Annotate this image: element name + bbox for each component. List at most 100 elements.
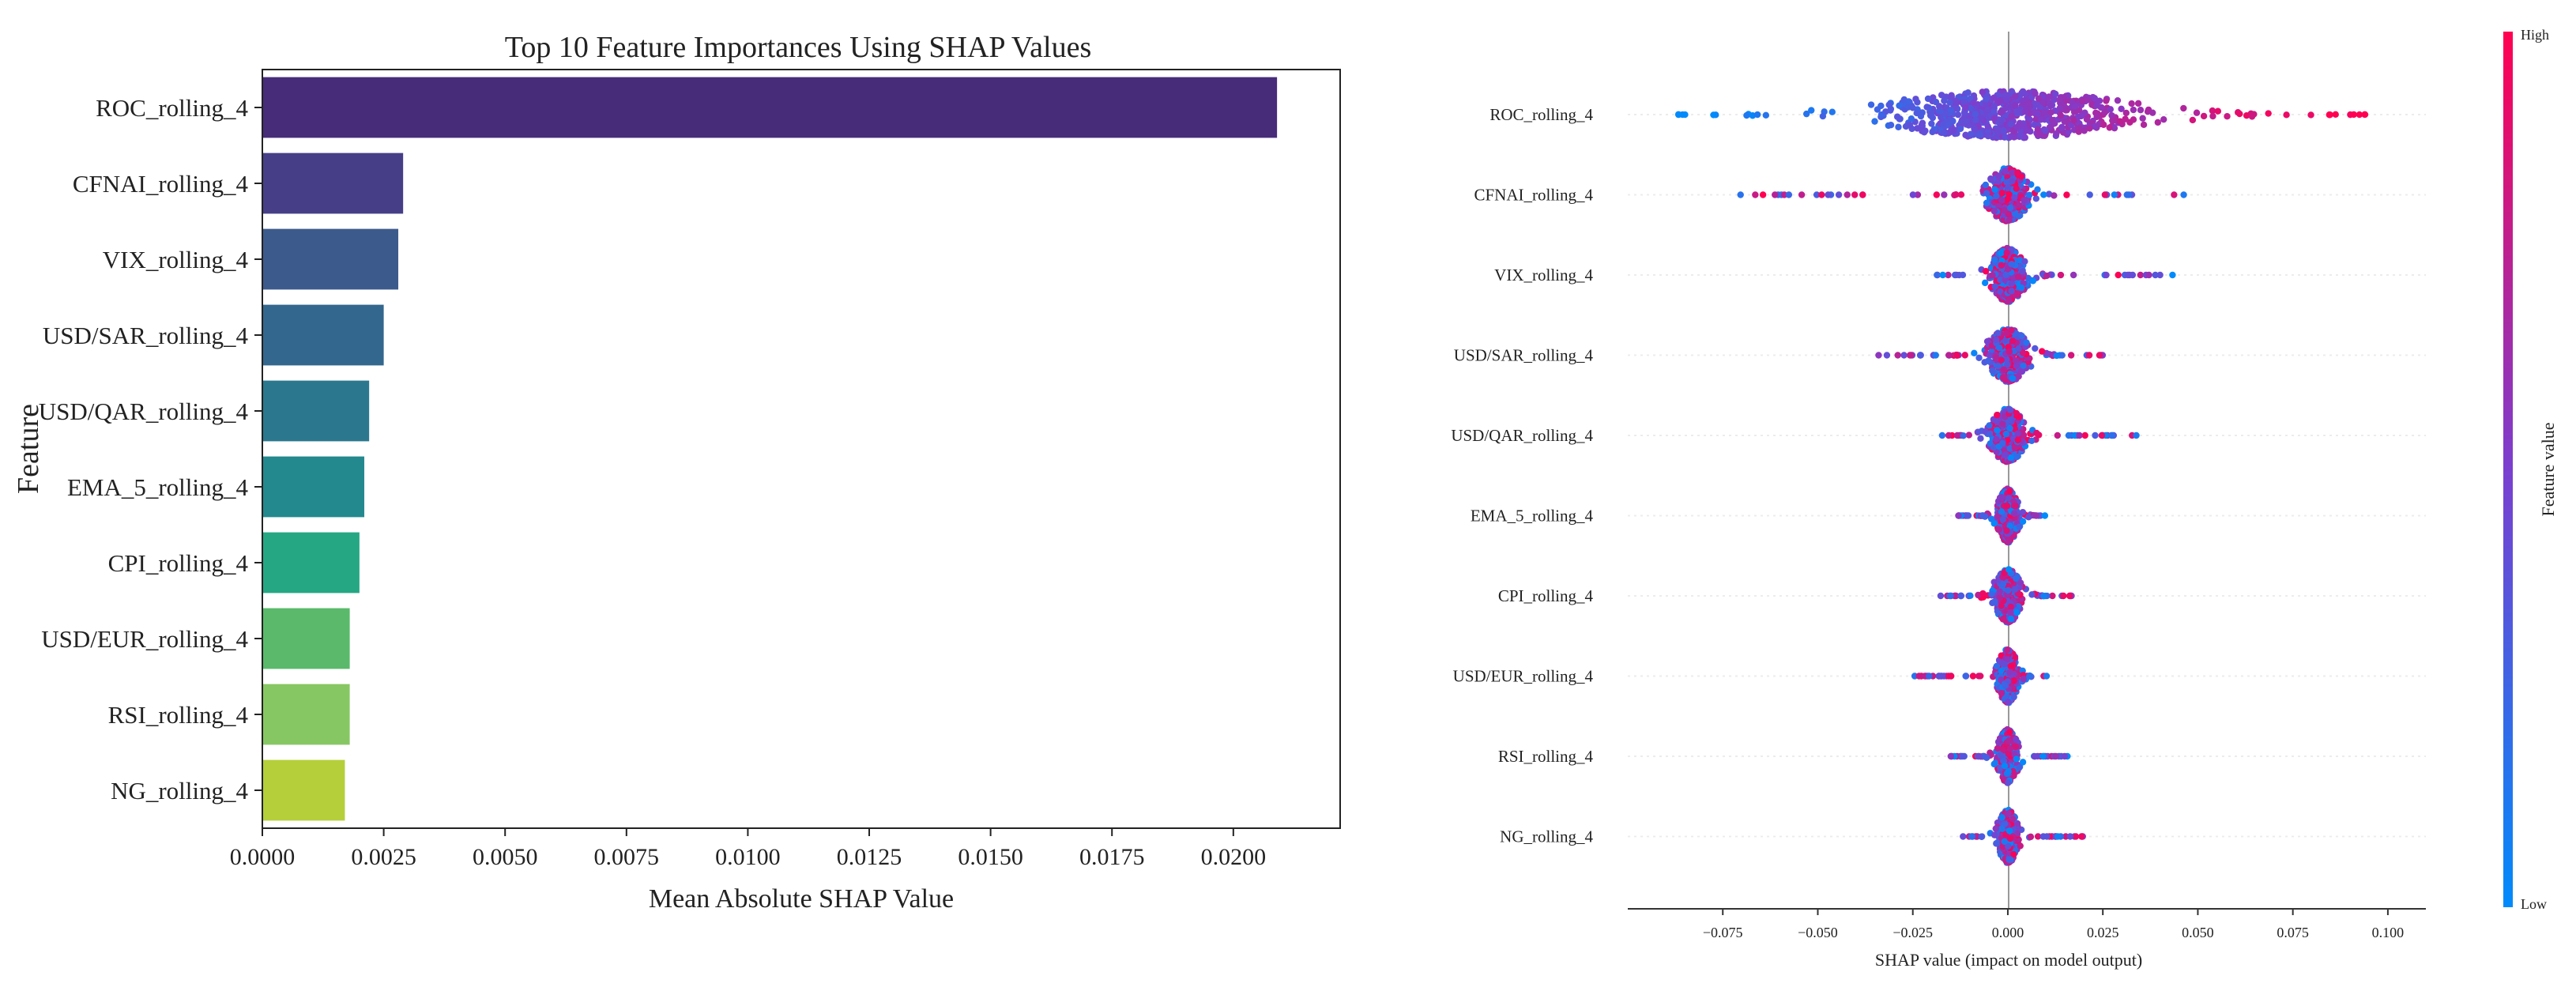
swarm-point [2326,111,2333,119]
swarm-point [1759,191,1767,198]
bar-x-tick-label: 0.0175 [1079,844,1145,870]
swarm-point [1967,592,1974,600]
swarm-point [2010,693,2017,701]
swarm-point [1932,98,1940,106]
swarm-point [2032,512,2040,519]
bar [262,380,370,442]
swarm-point [2134,100,2142,107]
swarm-point [1983,754,1990,762]
swarm-point [1957,592,1964,600]
swarm-point [2122,115,2129,122]
swarm-point [1987,515,1995,522]
swarm-point [2045,93,2053,100]
swarm-y-tick-label: CFNAI_rolling_4 [1474,186,1593,205]
swarm-point [2005,768,2012,775]
swarm-point [2020,431,2028,439]
swarm-point [1971,349,1978,357]
swarm-point [2000,366,2008,374]
swarm-point [1960,833,1967,840]
swarm-point [1993,193,2000,200]
swarm-point [2008,326,2015,334]
swarm-point [2070,108,2078,115]
swarm-point [2040,191,2047,198]
swarm-point [2052,90,2059,98]
swarm-point [2021,197,2028,204]
swarm-point [2061,752,2069,760]
swarm-point [2012,92,2019,100]
bar-plot-frame [262,69,1341,829]
swarm-point [1988,590,1995,598]
swarm-point [2061,118,2068,126]
swarm-point [1975,673,1983,680]
swarm-point [2011,444,2019,451]
swarm-point [2035,95,2043,102]
swarm-point [1994,411,2001,419]
swarm-point [2057,111,2065,119]
swarm-point [1969,673,1977,680]
swarm-point [2014,430,2021,437]
swarm-point [1990,107,1998,115]
swarm-point [2002,430,2010,438]
swarm-point [2003,196,2011,203]
swarm-point [2307,111,2314,119]
shap-beeswarm-chart: ROC_rolling_4CFNAI_rolling_4VIX_rolling_… [1451,32,2426,970]
swarm-point [2039,833,2047,840]
bar-y-tick-label: USD/QAR_rolling_4 [39,398,249,425]
swarm-point [2008,112,2015,120]
swarm-point [2007,662,2015,670]
swarm-point [1975,132,1983,139]
swarm-point [1752,191,1759,198]
swarm-point [1984,132,1992,140]
swarm-point [2111,191,2118,198]
swarm-point [2042,126,2049,134]
bar-y-tick-label: ROC_rolling_4 [96,94,248,122]
bar [262,228,399,290]
swarm-point [2209,107,2216,115]
swarm-x-tick-label: 0.075 [2277,925,2309,940]
swarm-point [1989,367,1996,375]
swarm-point [1780,191,1788,198]
swarm-point [1953,351,1960,359]
swarm-point [2137,107,2145,114]
swarm-point [2053,130,2060,138]
swarm-point [2010,128,2018,136]
swarm-point [2093,113,2100,121]
swarm-point [2052,752,2059,760]
swarm-point [1920,129,1928,136]
swarm-point [1998,825,2005,832]
swarm-point [2018,284,2025,292]
swarm-point [2129,271,2137,279]
swarm-point [1972,116,1979,124]
bar [262,153,404,214]
swarm-point [1998,494,2005,501]
swarm-point [2015,373,2022,380]
swarm-point [1887,122,1895,129]
swarm-point [1997,97,2004,104]
swarm-point [1965,122,1972,129]
swarm-point [2009,337,2017,345]
swarm-point [2005,348,2013,356]
swarm-point [2067,352,2075,359]
swarm-point [1956,125,1964,133]
swarm-point [1990,115,1998,122]
swarm-point [2007,616,2015,623]
swarm-point [2047,102,2054,110]
colorbar-high-label: High [2521,27,2549,43]
swarm-point [2149,109,2156,116]
swarm-point [1908,115,1915,122]
swarm-point [2154,119,2162,126]
swarm-point [2009,178,2016,185]
bar-x-tick-label: 0.0200 [1201,844,1267,870]
swarm-point [1710,111,1717,119]
swarm-point [2086,191,2093,198]
swarm-point [2152,271,2159,279]
swarm-point [1984,106,1991,113]
swarm-point [2006,204,2014,212]
swarm-point [2122,109,2130,117]
swarm-point [1818,191,1825,198]
swarm-y-tick-label: EMA_5_rolling_4 [1471,507,1594,526]
swarm-point [2096,352,2103,359]
swarm-point [2063,191,2070,198]
swarm-point [2002,277,2009,284]
